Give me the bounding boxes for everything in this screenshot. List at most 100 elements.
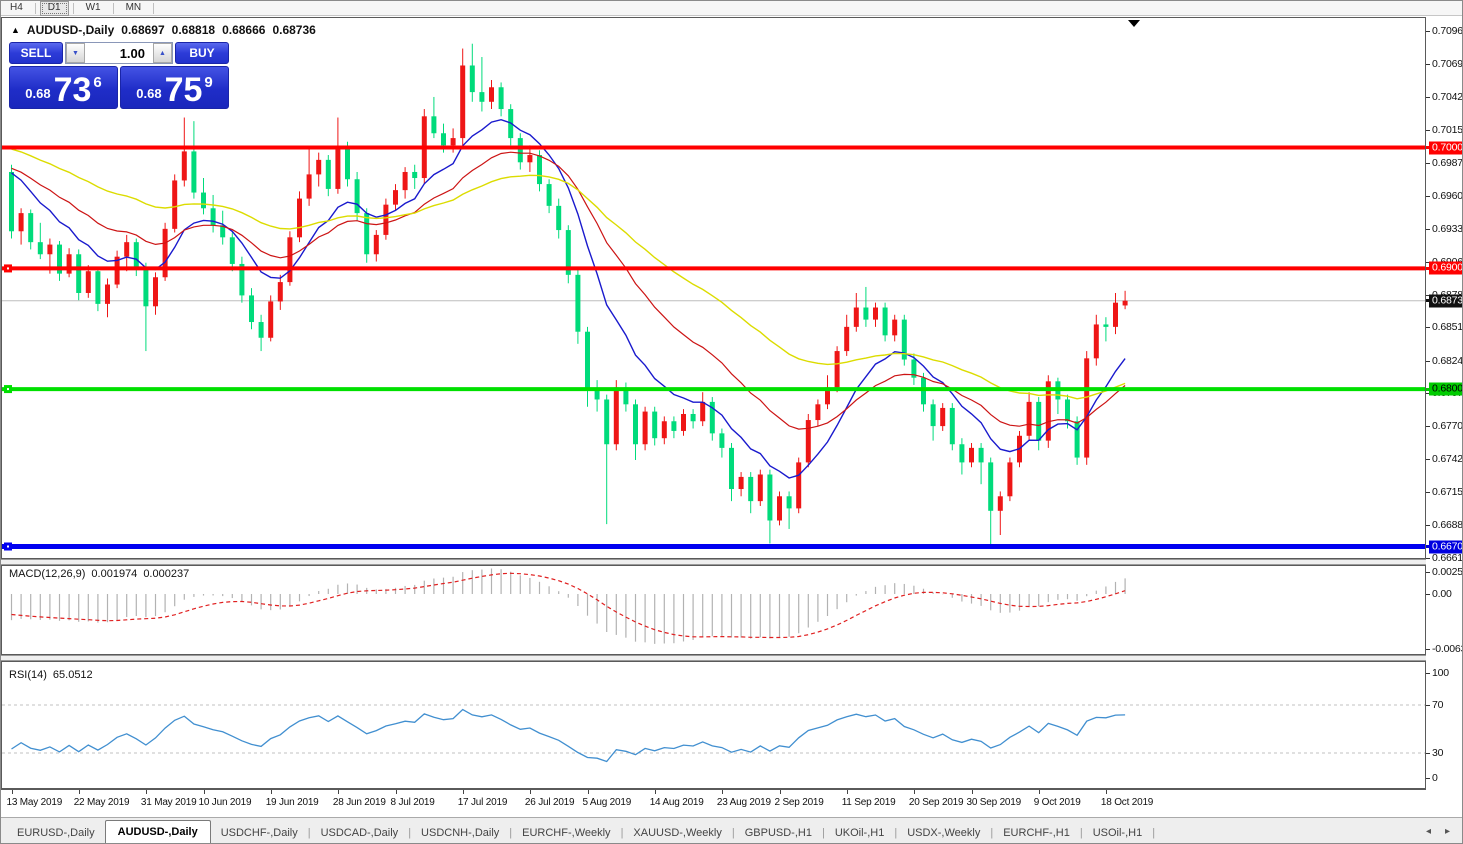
panel-splitter[interactable]	[1, 559, 1426, 565]
volume-input[interactable]: 1.00	[119, 45, 145, 61]
candle-body	[239, 263, 245, 296]
tab-audusd-daily[interactable]: AUDUSD-,Daily	[104, 820, 211, 843]
buy-price-pip: 9	[204, 74, 213, 91]
chart-shift-marker-icon[interactable]	[1128, 20, 1140, 27]
macd-axis-label: 0.00	[1432, 588, 1452, 600]
rsi-axis-label: 0	[1432, 772, 1438, 784]
tab-separator: |	[307, 827, 311, 839]
panel-splitter[interactable]	[1, 655, 1426, 661]
date-label: 18 Oct 2019	[1100, 797, 1154, 808]
candle-body	[172, 180, 178, 229]
candle-body	[978, 447, 984, 463]
tab-eurchf-weekly[interactable]: EURCHF-,Weekly	[522, 827, 611, 839]
candle-body	[681, 413, 686, 431]
collapse-panel-icon[interactable]: ▲	[11, 25, 20, 35]
axis-tick-mark	[1426, 261, 1430, 263]
rsi-label: RSI(14)	[9, 669, 47, 681]
candle-body	[258, 322, 264, 338]
candle-body	[661, 421, 667, 439]
sell-button[interactable]: SELL	[9, 42, 63, 64]
tab-scroll-left-icon[interactable]: ◂	[1425, 826, 1431, 837]
tab-usdx-weekly[interactable]: USDX-,Weekly	[907, 827, 981, 839]
candle-body	[1045, 381, 1051, 441]
candle-body	[18, 213, 24, 232]
tab-usoil-h1[interactable]: USOil-,H1	[1092, 827, 1143, 839]
buy-button[interactable]: BUY	[175, 42, 229, 64]
timeframe-button-d1[interactable]: D1	[39, 1, 69, 16]
volume-control: ▼ 1.00 ▲	[65, 42, 173, 64]
axis-tick-mark	[1426, 393, 1430, 395]
macd-signal-line	[11, 572, 1126, 639]
price-axis-label: 0.67425	[1432, 453, 1463, 466]
volume-decrease-button[interactable]: ▼	[66, 43, 85, 63]
candle-body	[37, 242, 43, 255]
tab-usdcad-daily[interactable]: USDCAD-,Daily	[320, 827, 399, 839]
tab-separator: |	[990, 827, 994, 839]
macd-axis-label: -0.006326	[1432, 643, 1462, 655]
candle-body	[249, 295, 254, 323]
candle-body	[834, 351, 840, 388]
macd-canvas[interactable]	[2, 566, 1425, 654]
level-line-handle-dot	[7, 545, 9, 548]
date-tick-mark	[11, 790, 13, 794]
tab-gbpusd-h1[interactable]: GBPUSD-,H1	[744, 827, 812, 839]
rsi-axis-label: 30	[1432, 747, 1444, 759]
candle-body	[1122, 300, 1128, 306]
axis-tick-mark	[1426, 594, 1430, 595]
candle-body	[498, 87, 504, 110]
candle-body	[805, 420, 811, 463]
candle-body	[988, 462, 994, 511]
date-label: 11 Sep 2019	[841, 797, 896, 808]
price-chart-panel[interactable]	[1, 17, 1426, 559]
volume-increase-button[interactable]: ▲	[153, 43, 172, 63]
price-axis-label: 0.69605	[1432, 189, 1463, 202]
rsi-indicator-panel[interactable]	[1, 661, 1426, 789]
candle-body	[633, 404, 638, 445]
date-tick-mark	[971, 790, 973, 794]
price-axis-label: 0.67155	[1432, 486, 1463, 499]
rsi-axis-label: 100	[1432, 667, 1449, 679]
tab-xauusd-weekly[interactable]: XAUUSD-,Weekly	[633, 827, 722, 839]
date-label: 26 Jul 2019	[524, 797, 575, 808]
tab-usdchf-daily[interactable]: USDCHF-,Daily	[220, 827, 298, 839]
tab-scroll-right-icon[interactable]: ▸	[1444, 826, 1450, 837]
macd-axis-label: 0.002574	[1432, 566, 1463, 578]
tab-eurusd-daily[interactable]: EURUSD-,Daily	[17, 827, 95, 839]
level-line-handle-dot	[7, 388, 9, 391]
timeframe-button-h4[interactable]: H4	[10, 1, 23, 13]
buy-price-box[interactable]: 0.68 75 9	[120, 66, 229, 109]
axis-tick-mark	[1426, 129, 1430, 131]
sell-price-box[interactable]: 0.68 73 6	[9, 66, 118, 109]
tab-eurchf-h1[interactable]: EURCHF-,H1	[1003, 827, 1070, 839]
price-axis-label: 0.70965	[1432, 25, 1463, 37]
candle-body	[930, 404, 936, 427]
tab-usdcnh-daily[interactable]: USDCNH-,Daily	[421, 827, 500, 839]
candle-body	[786, 496, 792, 509]
badge-connector	[1426, 266, 1430, 270]
candle-body	[76, 254, 82, 293]
axis-tick-mark	[1426, 63, 1430, 65]
candle-body	[85, 271, 91, 293]
timeframe-button-mn[interactable]: MN	[125, 1, 142, 13]
timeframe-button-w1[interactable]: W1	[85, 1, 101, 13]
rsi-canvas[interactable]	[2, 662, 1425, 788]
candle-body	[335, 147, 341, 189]
price-chart-canvas[interactable]	[2, 18, 1425, 558]
candle-body	[969, 447, 974, 463]
date-label: 30 Sep 2019	[966, 797, 1022, 808]
axis-tick-mark	[1426, 753, 1430, 754]
tab-ukoil-h1[interactable]: UKOil-,H1	[834, 827, 885, 839]
ohlc-open: 0.68697	[121, 23, 165, 37]
macd-indicator-panel[interactable]	[1, 565, 1426, 655]
axis-tick-mark	[1426, 459, 1430, 461]
candle-body	[709, 401, 715, 434]
candle-body	[364, 213, 370, 255]
tab-separator: |	[509, 827, 513, 839]
candle-body	[777, 496, 782, 521]
candle-body	[431, 116, 437, 134]
